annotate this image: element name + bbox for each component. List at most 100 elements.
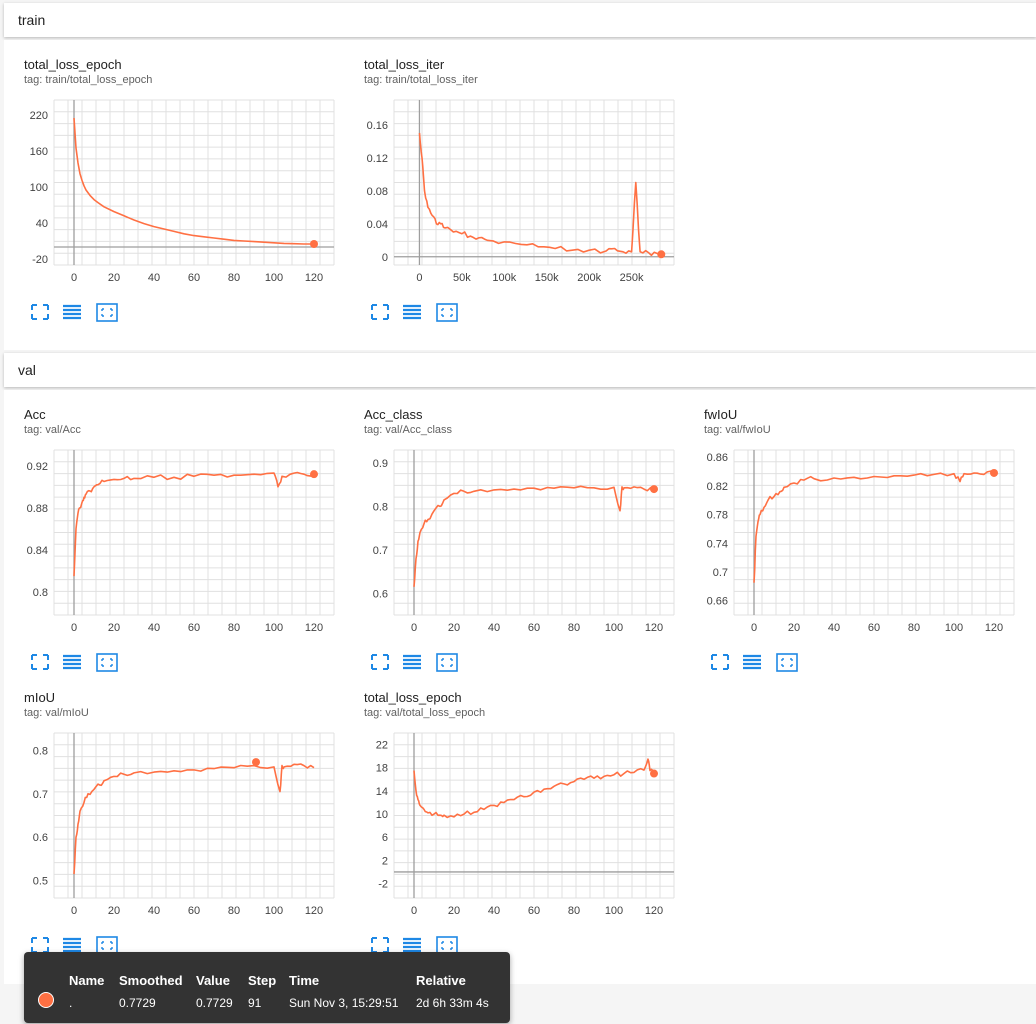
y-tick-label: 14	[376, 786, 388, 798]
card-tag: tag: val/Acc_class	[364, 424, 453, 436]
grid	[53, 99, 335, 266]
section-header-val[interactable]: val	[4, 353, 1036, 387]
card-title: total_loss_epoch	[24, 57, 122, 72]
x-tick-label: 20	[448, 905, 460, 917]
x-tick-label: 0	[71, 905, 77, 917]
y-tick-label: 160	[30, 146, 48, 158]
fullscreen-icon[interactable]	[370, 653, 392, 673]
x-tick-label: 120	[645, 622, 663, 634]
y-tick-label: 0.74	[707, 538, 728, 550]
x-tick-label: 40	[148, 272, 160, 284]
fit-domain-icon[interactable]	[436, 303, 458, 323]
x-tick-label: 0	[416, 272, 422, 284]
grid	[393, 99, 675, 266]
y-tick-label: -20	[32, 254, 48, 266]
card-title: Acc_class	[364, 407, 423, 422]
x-tick-label: 40	[828, 622, 840, 634]
tooltip-cell-step: 91	[248, 996, 262, 1010]
x-tick-label: 100	[605, 622, 623, 634]
list-lines-icon[interactable]	[742, 653, 764, 673]
x-tick-label: 100	[605, 905, 623, 917]
list-lines-icon[interactable]	[62, 653, 84, 673]
y-tick-label: 0.12	[367, 153, 388, 165]
section-header-train[interactable]: train	[4, 3, 1036, 37]
card-tag: tag: train/total_loss_epoch	[24, 74, 153, 86]
fullscreen-icon[interactable]	[30, 303, 52, 323]
x-tick-label: 100	[945, 622, 963, 634]
chart-svg[interactable]: 0.92 0.88 0.84 0.8 0 20 40 60 80 100 120	[4, 440, 344, 650]
series-end-marker	[657, 250, 666, 259]
chart-svg[interactable]: 220 160 100 40 -20 0 20 40 60 80 100 120	[4, 90, 344, 300]
tooltip-header-value: Value	[196, 973, 230, 988]
x-tick-label: 40	[148, 905, 160, 917]
tooltip-cell-name: .	[69, 996, 73, 1010]
card-tag: tag: val/Acc	[24, 424, 81, 436]
x-tick-label: 80	[228, 622, 240, 634]
fit-domain-icon[interactable]	[96, 653, 118, 673]
list-lines-icon[interactable]	[402, 936, 424, 956]
chart-card-val-miou: mIoU tag: val/mIoU 0.8 0.7 0.6 0.5 0 20 40 60 80…	[4, 690, 344, 971]
x-tick-label: 50k	[453, 272, 471, 284]
fit-domain-icon[interactable]	[436, 653, 458, 673]
chart-svg[interactable]: 0.86 0.82 0.78 0.74 0.7 0.66 0 20 40 60 80 100 120	[684, 440, 1024, 650]
section-body-train: total_loss_epoch tag: train/total_loss_e…	[4, 40, 1036, 350]
y-tick-label: 0.84	[27, 545, 48, 557]
list-lines-icon[interactable]	[402, 653, 424, 673]
y-tick-label: 0.08	[367, 186, 388, 198]
series-end-marker	[990, 468, 998, 477]
y-tick-label: 0.66	[707, 596, 728, 608]
card-tag: tag: train/total_loss_iter	[364, 74, 478, 86]
chart-svg[interactable]: 0.16 0.12 0.08 0.04 0 0 50k 100k 150k 200k 250k	[344, 90, 684, 300]
tooltip-cell-value: 0.7729	[196, 996, 233, 1010]
y-tick-label: 0.92	[27, 461, 48, 473]
chart-svg[interactable]: 22 18 14 10 6 2 -2 0 20 40 60 80 100 120	[344, 723, 684, 933]
card-title: fwIoU	[704, 407, 738, 422]
x-tick-label: 20	[448, 622, 460, 634]
x-tick-label: 100	[265, 272, 283, 284]
card-title: total_loss_iter	[364, 57, 445, 72]
tooltip-header-name: Name	[69, 973, 105, 988]
series-line	[73, 763, 315, 875]
x-tick-label: 40	[488, 622, 500, 634]
x-tick-label: 0	[71, 272, 77, 284]
chart-card-val-acc: Acc tag: val/Acc 0.92 0.88 0.84 0.8 0 20 40 60 8…	[4, 407, 344, 688]
y-tick-label: 0.16	[367, 120, 388, 132]
list-lines-icon[interactable]	[402, 303, 424, 323]
y-tick-label: 0.6	[373, 588, 388, 600]
x-tick-label: 60	[528, 622, 540, 634]
y-tick-label: 0.8	[33, 587, 48, 599]
x-tick-label: 0	[411, 905, 417, 917]
x-tick-label: 150k	[535, 272, 559, 284]
series-line	[73, 471, 315, 577]
tooltip-header-time: Time	[289, 973, 320, 988]
card-title: total_loss_epoch	[364, 690, 462, 705]
section-body-val: Acc tag: val/Acc 0.92 0.88 0.84 0.8 0 20 40 60 8…	[4, 390, 1036, 984]
list-lines-icon[interactable]	[62, 936, 84, 956]
y-tick-label: 22	[376, 740, 388, 752]
grid	[393, 449, 675, 616]
fit-domain-icon[interactable]	[776, 653, 798, 673]
fullscreen-icon[interactable]	[370, 303, 392, 323]
fit-domain-icon[interactable]	[96, 303, 118, 323]
chart-svg[interactable]: 0.8 0.7 0.6 0.5 0 20 40 60 80 100 120	[4, 723, 344, 933]
y-tick-label: 0.6	[33, 832, 48, 844]
y-tick-label: 0.8	[373, 501, 388, 513]
chart-card-train-total-loss-iter: total_loss_iter tag: train/total_loss_it…	[344, 57, 684, 338]
list-lines-icon[interactable]	[62, 303, 84, 323]
card-tag: tag: val/total_loss_epoch	[364, 707, 486, 719]
card-tag: tag: val/mIoU	[24, 707, 89, 719]
y-tick-label: 10	[376, 809, 388, 821]
tooltip-cell-time: Sun Nov 3, 15:29:51	[289, 996, 399, 1010]
chart-card-val-acc-class: Acc_class tag: val/Acc_class 0.9 0.8 0.7 0.…	[344, 407, 684, 688]
series-line	[753, 470, 995, 583]
y-tick-label: -2	[378, 879, 388, 891]
y-tick-label: 0.9	[373, 458, 388, 470]
chart-card-val-total-loss-epoch: total_loss_epoch tag: val/total_loss_epo…	[344, 690, 684, 971]
y-tick-label: 0.04	[367, 219, 388, 231]
series-end-marker	[650, 769, 658, 778]
grid	[733, 449, 1015, 616]
fullscreen-icon[interactable]	[710, 653, 732, 673]
fullscreen-icon[interactable]	[30, 653, 52, 673]
x-tick-label: 60	[188, 272, 200, 284]
chart-svg[interactable]: 0.9 0.8 0.7 0.6 0 20 40 60 80 100 120	[344, 440, 684, 650]
